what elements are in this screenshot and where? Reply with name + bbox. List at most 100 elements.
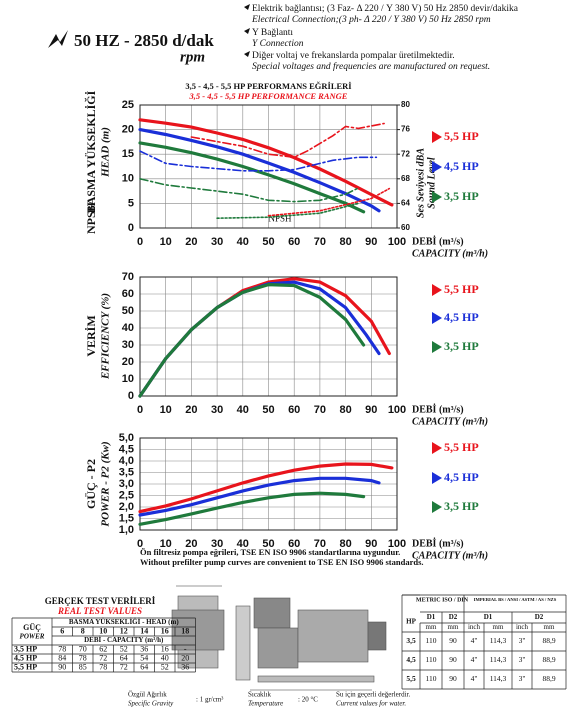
legend-label: 4,5 HP <box>444 470 479 484</box>
dashed-curve <box>139 150 378 172</box>
legend-marker <box>432 161 442 173</box>
legend-label: 3,5 HP <box>444 339 479 353</box>
table-cell: 40 <box>161 653 169 662</box>
legend-marker <box>432 284 442 296</box>
table-head: mm <box>544 623 555 631</box>
table-head: 14 <box>140 626 148 635</box>
table-head: inch <box>468 623 481 631</box>
table-head: 18 <box>181 626 189 635</box>
x-tick-label: 100 <box>388 404 406 416</box>
x-tick-label: 80 <box>339 538 351 550</box>
x-tick-label: 60 <box>288 538 300 550</box>
table-cell: 78 <box>79 653 87 662</box>
curve <box>138 476 381 517</box>
table-cell: 4" <box>471 674 478 683</box>
y-tick-label: 10 <box>122 373 134 385</box>
table-head: mm <box>426 623 437 631</box>
y2-tick-label: 64 <box>401 199 410 208</box>
plot-frame <box>139 437 398 531</box>
footnote: Without prefilter pump curves are conven… <box>140 557 424 567</box>
table-head: HP <box>406 618 416 626</box>
table-head: METRIC ISO / DIN <box>416 597 469 603</box>
x-tick-label: 50 <box>262 404 274 416</box>
table-cell: 36 <box>140 644 148 653</box>
x-label: DEBİ (m³/s) <box>412 235 464 247</box>
x-tick-label: 50 <box>262 236 274 248</box>
condition: Specific Gravity <box>128 700 174 708</box>
legend-marker <box>432 191 442 203</box>
note: Y Bağlantı <box>252 28 293 38</box>
legend-marker <box>432 131 442 143</box>
logo-mark <box>48 30 68 48</box>
table-cell: 70 <box>79 644 87 653</box>
legend-label: 4,5 HP <box>444 310 479 324</box>
x-tick-label: 0 <box>137 538 143 550</box>
y-tick-label: 4,0 <box>119 455 134 467</box>
curve <box>138 128 381 213</box>
table-cell: 72 <box>120 662 128 671</box>
table-subtitle: REAL TEST VALUES <box>57 606 142 616</box>
y-label-en: EFFICIENCY (%) <box>100 293 112 380</box>
y-tick-label: 2,0 <box>119 501 134 513</box>
x-tick-label: 0 <box>137 236 143 248</box>
table-cell: 90 <box>449 674 457 683</box>
table-cell: 20 <box>181 653 189 662</box>
legend-label: 4,5 HP <box>444 159 479 173</box>
condition: : 1 gr/cm³ <box>196 696 223 704</box>
table-cell: 90 <box>58 662 66 671</box>
curve <box>138 462 394 514</box>
table-cell: 5,5 <box>406 674 416 683</box>
table-cell: 54 <box>140 653 148 662</box>
table-cell: 84 <box>58 653 66 662</box>
condition: : 20 °C <box>298 696 318 704</box>
table-cell: 85 <box>79 662 87 671</box>
x-tick-label: 60 <box>288 404 300 416</box>
table-cell: 5,5 HP <box>14 662 37 671</box>
table-cell: 3,5 HP <box>14 644 37 653</box>
x-tick-label: 70 <box>314 538 326 550</box>
curve <box>138 491 366 526</box>
y-tick-label: 3,5 <box>119 466 134 478</box>
x-tick-label: 40 <box>237 236 249 248</box>
y-tick-label: 0 <box>128 222 134 234</box>
y2-tick-label: 68 <box>401 174 410 183</box>
y-tick-label: 10 <box>122 173 134 185</box>
legend-label: 5,5 HP <box>444 282 479 296</box>
table-cell: 114,3 <box>490 655 507 664</box>
dashed-curve <box>216 202 360 219</box>
x-tick-label: 70 <box>314 236 326 248</box>
x-tick-label: 40 <box>237 404 249 416</box>
y2-label-en: Sound Level <box>426 157 437 209</box>
curve <box>138 277 391 398</box>
y-label: BASMA YÜKSEKLİĞİ <box>84 90 98 213</box>
plot-frame <box>139 276 398 397</box>
table-head: mm <box>448 623 459 631</box>
table-cell: 110 <box>426 655 437 664</box>
x-label: DEBİ (m³/s) <box>412 403 464 415</box>
x-tick-label: 90 <box>365 404 377 416</box>
table-cell: 72 <box>99 653 107 662</box>
y-label: VERİM <box>84 315 98 356</box>
table-head: GÜÇ <box>23 623 41 632</box>
table-cell: 78 <box>99 662 107 671</box>
table-cell: 4" <box>471 655 478 664</box>
y-tick-label: 1,5 <box>119 512 134 524</box>
table-head: BASMA YÜKSEKLİĞİ - HEAD (m) <box>69 618 179 626</box>
pump-drawing <box>171 585 387 691</box>
y-label-en: POWER - P2 (Kw) <box>100 441 112 526</box>
y-tick-label: 15 <box>122 148 134 160</box>
y-tick-label: 70 <box>122 271 134 283</box>
x-label-en: CAPACITY (m³/h) <box>412 416 488 427</box>
frequency: 50 HZ - 2850 d/dak <box>74 31 214 50</box>
x-tick-label: 100 <box>388 236 406 248</box>
curve <box>138 118 394 207</box>
x-tick-label: 30 <box>211 236 223 248</box>
table-cell: 52 <box>120 644 128 653</box>
legend-marker <box>432 442 442 454</box>
x-tick-label: 90 <box>365 538 377 550</box>
dashed-curve <box>139 178 360 203</box>
x-tick-label: 70 <box>314 404 326 416</box>
table-head: 10 <box>99 626 107 635</box>
legend-label: 5,5 HP <box>444 440 479 454</box>
